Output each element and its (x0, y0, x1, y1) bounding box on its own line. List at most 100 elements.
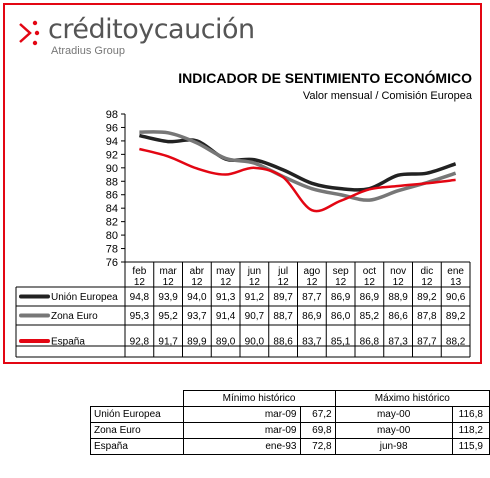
x-tick-label: ago (304, 266, 321, 277)
data-label: 90,0 (245, 337, 265, 348)
x-tick-label: feb (132, 266, 146, 277)
data-label: 95,3 (130, 311, 150, 322)
history-row-name: España (90, 438, 184, 455)
sentiment-line-chart: 767880828486889092949698feb12mar12abr12m… (15, 109, 471, 358)
min-header: Mínimo histórico (182, 390, 336, 407)
max-date: jun-98 (334, 438, 453, 455)
x-tick-label: 13 (450, 277, 462, 288)
data-label: 89,2 (417, 292, 437, 303)
y-tick-label: 84 (106, 203, 118, 215)
x-tick-label: 12 (364, 277, 376, 288)
x-tick-label: 12 (220, 277, 232, 288)
history-header-row: Mínimo histórico Máximo histórico (91, 390, 490, 407)
min-date: ene-93 (182, 438, 301, 455)
logo-subtitle: Atradius Group (51, 45, 125, 57)
max-value: 118,2 (451, 422, 490, 439)
x-tick-label: oct (363, 266, 377, 277)
x-tick-label: 12 (335, 277, 347, 288)
min-value: 67,2 (299, 406, 336, 423)
data-label: 90,7 (245, 311, 265, 322)
logo-name: créditoycaución (48, 14, 255, 45)
legend-label: España (51, 337, 85, 348)
data-label: 89,7 (273, 292, 293, 303)
y-tick-label: 90 (106, 163, 118, 175)
logo-arrow-icon (19, 20, 40, 46)
x-tick-label: nov (390, 266, 406, 277)
y-tick-label: 82 (106, 217, 118, 229)
data-label: 93,9 (158, 292, 178, 303)
y-tick-label: 76 (106, 257, 118, 269)
min-value: 69,8 (299, 422, 336, 439)
max-value: 116,8 (451, 406, 490, 423)
series-line-zona-euro (139, 130, 457, 202)
data-label: 91,3 (216, 292, 236, 303)
series-line-espana (139, 147, 456, 213)
data-label: 83,7 (302, 337, 322, 348)
y-tick-label: 88 (106, 176, 118, 188)
y-tick-label: 86 (106, 190, 118, 202)
table-row: Unión Europea mar-09 67,2 may-00 116,8 (90, 406, 490, 423)
x-tick-label: 12 (393, 277, 405, 288)
data-label: 88,6 (273, 337, 293, 348)
data-label: 86,9 (302, 311, 322, 322)
x-tick-label: may (216, 266, 235, 277)
data-label: 86,9 (360, 292, 380, 303)
table-row: Zona Euro mar-09 69,8 may-00 118,2 (90, 422, 490, 439)
data-label: 94,0 (187, 292, 207, 303)
data-label: 86,9 (331, 292, 351, 303)
data-label: 89,0 (216, 337, 236, 348)
y-tick-label: 98 (106, 109, 118, 121)
data-label: 90,6 (446, 292, 466, 303)
data-label: 86,8 (360, 337, 380, 348)
x-tick-label: 12 (278, 277, 290, 288)
data-label: 87,8 (417, 311, 437, 322)
max-date: may-00 (334, 406, 453, 423)
data-label: 87,3 (388, 337, 408, 348)
data-label: 85,2 (360, 311, 380, 322)
x-tick-label: mar (160, 266, 178, 277)
chart-title: INDICADOR DE SENTIMIENTO ECONÓMICO (178, 70, 472, 86)
max-value: 115,9 (451, 438, 490, 455)
history-table: Mínimo histórico Máximo histórico Unión … (90, 390, 490, 455)
min-value: 72,8 (299, 438, 336, 455)
data-label: 95,2 (158, 311, 178, 322)
x-tick-label: 12 (306, 277, 318, 288)
data-label: 87,7 (302, 292, 322, 303)
y-tick-label: 92 (106, 149, 118, 161)
x-tick-label: jul (277, 266, 288, 277)
min-date: mar-09 (182, 422, 301, 439)
data-label: 92,8 (130, 337, 150, 348)
y-tick-label: 78 (106, 244, 118, 256)
data-label: 89,2 (446, 311, 466, 322)
data-label: 91,2 (245, 292, 265, 303)
y-tick-label: 96 (106, 122, 118, 134)
data-label: 86,6 (388, 311, 408, 322)
data-label: 94,8 (130, 292, 150, 303)
x-tick-label: ene (447, 266, 464, 277)
data-label: 87,7 (417, 337, 437, 348)
data-label: 93,7 (187, 311, 207, 322)
max-date: may-00 (334, 422, 453, 439)
x-tick-label: dic (420, 266, 433, 277)
data-label: 88,2 (446, 337, 466, 348)
data-label: 86,0 (331, 311, 351, 322)
chart-frame (3, 3, 482, 364)
x-tick-label: jun (247, 266, 261, 277)
x-tick-label: 12 (163, 277, 175, 288)
x-tick-label: 12 (134, 277, 146, 288)
table-row: España ene-93 72,8 jun-98 115,9 (90, 438, 490, 455)
x-tick-label: 12 (421, 277, 433, 288)
data-label: 88,9 (388, 292, 408, 303)
legend-label: Unión Europea (51, 292, 118, 303)
y-tick-label: 80 (106, 230, 118, 242)
chart-subtitle: Valor mensual / Comisión Europea (302, 90, 472, 102)
x-tick-label: 12 (249, 277, 261, 288)
history-row-name: Zona Euro (90, 422, 184, 439)
x-tick-label: 12 (191, 277, 203, 288)
legend-label: Zona Euro (51, 311, 98, 322)
x-tick-label: abr (190, 266, 205, 277)
data-label: 88,7 (273, 311, 293, 322)
min-date: mar-09 (182, 406, 301, 423)
data-label: 91,4 (216, 311, 236, 322)
max-header: Máximo histórico (334, 390, 490, 407)
